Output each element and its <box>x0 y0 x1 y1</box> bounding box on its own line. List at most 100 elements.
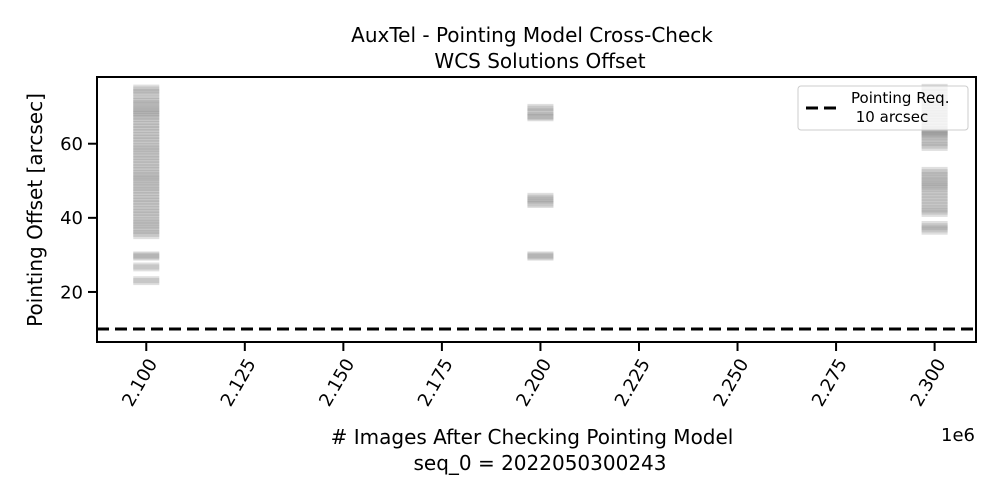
data-point <box>133 143 160 151</box>
data-point <box>133 276 160 284</box>
data-point <box>133 161 160 169</box>
data-point <box>921 187 948 195</box>
data-point <box>133 262 160 270</box>
data-point <box>133 140 160 148</box>
data-point <box>527 113 554 121</box>
data-point <box>527 196 554 204</box>
data-point <box>133 158 160 166</box>
data-point <box>133 197 160 205</box>
data-point <box>133 100 160 108</box>
data-layer <box>133 83 948 286</box>
x-axis-offset-label: 1e6 <box>941 425 975 446</box>
y-tick-label: 20 <box>60 282 83 303</box>
legend-label-line2: 10 arcsec <box>851 108 928 126</box>
data-point <box>133 232 160 240</box>
data-point <box>133 145 160 153</box>
data-point <box>133 134 160 142</box>
data-point <box>133 203 160 211</box>
data-point <box>133 181 160 189</box>
x-tick-label: 2.125 <box>217 355 261 410</box>
data-point <box>921 190 948 198</box>
data-point <box>133 120 160 128</box>
data-point <box>921 130 948 138</box>
x-tick-label: 2.100 <box>118 355 162 410</box>
data-point <box>133 150 160 158</box>
data-point <box>133 192 160 200</box>
data-point <box>133 172 160 180</box>
chart-subtitle: WCS Solutions Offset <box>434 49 645 73</box>
data-point <box>133 226 160 234</box>
data-point <box>527 192 554 200</box>
data-point <box>921 221 948 229</box>
x-tick-label: 2.150 <box>315 355 359 410</box>
data-point <box>133 253 160 261</box>
data-point <box>921 202 948 210</box>
data-point <box>133 217 160 225</box>
data-point <box>527 194 554 202</box>
data-point <box>133 166 160 174</box>
data-point <box>921 223 948 231</box>
data-point <box>921 127 948 135</box>
data-point <box>921 169 948 177</box>
data-point <box>133 278 160 286</box>
data-point <box>527 114 554 122</box>
data-point <box>133 155 160 163</box>
data-point <box>527 103 554 111</box>
data-point <box>133 186 160 194</box>
data-point <box>921 193 948 201</box>
data-point <box>133 147 160 155</box>
data-point <box>527 105 554 113</box>
data-point <box>921 141 948 149</box>
data-point <box>133 200 160 208</box>
data-point <box>133 252 160 260</box>
data-point <box>133 129 160 137</box>
data-point <box>921 209 948 217</box>
data-point <box>133 117 160 125</box>
data-point <box>133 84 160 92</box>
data-point <box>133 211 160 219</box>
legend-box <box>797 85 969 131</box>
data-point <box>921 225 948 233</box>
data-point <box>527 112 554 120</box>
data-point <box>921 133 948 141</box>
data-point <box>133 183 160 191</box>
data-point <box>133 264 160 272</box>
x-axis-ticks: 2.100 2.125 2.150 2.175 2.200 2.225 2.250 2.275… <box>118 342 950 410</box>
x-axis-label-line2: seq_0 = 2022050300243 <box>413 451 666 475</box>
data-point <box>133 110 160 118</box>
chart-title: AuxTel - Pointing Model Cross-Check <box>351 23 713 47</box>
data-point <box>133 195 160 203</box>
data-point <box>133 178 160 186</box>
data-point <box>133 153 160 161</box>
data-point <box>921 207 948 215</box>
data-point <box>527 108 554 116</box>
data-point <box>133 106 160 114</box>
data-point <box>133 229 160 237</box>
data-point <box>921 136 948 144</box>
data-point <box>921 180 948 188</box>
data-point <box>133 206 160 214</box>
data-point <box>133 214 160 222</box>
data-point <box>921 227 948 235</box>
data-point <box>921 184 948 192</box>
data-point <box>133 105 160 113</box>
data-point <box>133 176 160 184</box>
data-point <box>921 143 948 151</box>
data-point <box>921 174 948 182</box>
data-point <box>133 112 160 120</box>
data-point <box>527 252 554 260</box>
data-point <box>133 89 160 97</box>
legend: Pointing Req. 10 arcsec <box>797 85 969 131</box>
data-point <box>133 102 160 110</box>
x-tick-label: 2.200 <box>512 355 556 410</box>
data-point <box>133 169 160 177</box>
data-point <box>527 253 554 261</box>
data-point <box>921 131 948 139</box>
x-tick-label: 2.250 <box>709 355 753 410</box>
data-point <box>133 132 160 140</box>
data-point <box>133 174 160 182</box>
data-point <box>133 189 160 197</box>
data-point <box>133 115 160 123</box>
data-point <box>527 199 554 207</box>
